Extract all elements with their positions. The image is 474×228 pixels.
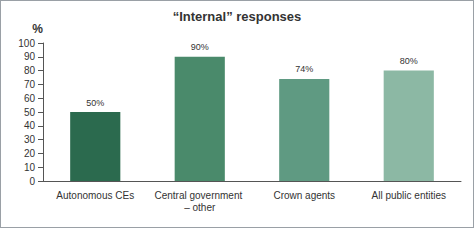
svg-text:40: 40 bbox=[24, 120, 36, 131]
svg-text:90%: 90% bbox=[191, 42, 209, 52]
svg-text:90: 90 bbox=[24, 51, 36, 62]
svg-text:Central government: Central government bbox=[154, 190, 245, 201]
svg-text:100: 100 bbox=[18, 38, 35, 49]
svg-text:All public entities: All public entities bbox=[372, 190, 446, 201]
svg-text:50%: 50% bbox=[86, 98, 104, 108]
svg-text:60: 60 bbox=[24, 93, 36, 104]
svg-text:%: % bbox=[32, 22, 43, 36]
svg-text:80: 80 bbox=[24, 65, 36, 76]
svg-text:– other: – other bbox=[184, 202, 216, 213]
svg-text:“Internal” responses: “Internal” responses bbox=[173, 9, 302, 24]
svg-text:Crown agents: Crown agents bbox=[273, 190, 335, 201]
svg-text:80%: 80% bbox=[400, 56, 418, 66]
svg-text:30: 30 bbox=[24, 134, 36, 145]
svg-text:10: 10 bbox=[24, 162, 36, 173]
svg-text:20: 20 bbox=[24, 148, 36, 159]
svg-text:70: 70 bbox=[24, 79, 36, 90]
svg-text:74%: 74% bbox=[295, 64, 313, 74]
svg-text:0: 0 bbox=[29, 176, 35, 187]
svg-text:50: 50 bbox=[24, 107, 36, 118]
svg-text:Autonomous CEs: Autonomous CEs bbox=[56, 190, 134, 201]
